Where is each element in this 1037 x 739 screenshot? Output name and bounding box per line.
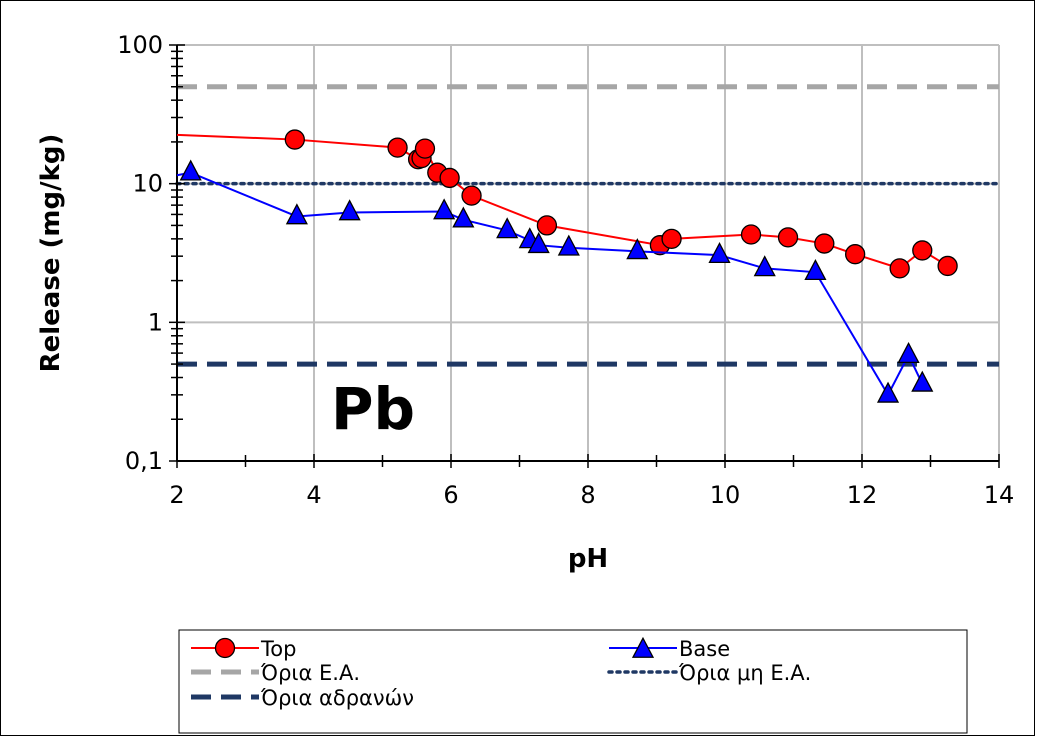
y-tick-label: 1 [148, 308, 163, 336]
data-point-top [937, 255, 958, 277]
x-axis-title: pH [568, 544, 608, 574]
data-point-base [626, 238, 649, 260]
data-point-base [527, 232, 550, 254]
x-tick-label: 8 [580, 481, 595, 509]
data-point-base [911, 370, 934, 392]
legend: Top Base Όρια Ε.Α. Όρια μη Ε.Α. Όρια αδρανών [178, 629, 968, 734]
y-axis-title: Release (mg/kg) [36, 134, 66, 373]
legend-label-base: Base [679, 637, 730, 661]
data-point-top [536, 215, 558, 236]
legend-label-ref-2: Όρια αδρανών [260, 686, 414, 710]
legend-marker-top [214, 637, 236, 659]
data-point-top [845, 244, 866, 265]
y-tick-label: 100 [117, 31, 163, 59]
data-point-top [284, 129, 305, 150]
data-point-base [285, 203, 308, 225]
x-tick-label: 10 [710, 481, 741, 509]
y-tick-label: 10 [132, 170, 163, 198]
x-tick-label: 12 [847, 481, 878, 509]
data-point-base [179, 159, 202, 181]
data-point-top [387, 137, 408, 158]
x-tick-label: 14 [984, 481, 1015, 509]
data-point-base [452, 206, 475, 228]
x-tick-label: 6 [443, 481, 458, 509]
legend-label-top: Top [260, 637, 296, 661]
data-point-base [804, 258, 827, 281]
annotation-label: Pb [331, 375, 415, 443]
data-point-base [557, 234, 580, 256]
data-point-top [414, 138, 436, 159]
legend-box [178, 629, 968, 734]
data-point-base [433, 198, 456, 220]
legend-label-ref-1: Όρια μη Ε.Α. [678, 661, 811, 685]
data-point-top [912, 240, 933, 261]
data-point-top [439, 167, 460, 189]
data-point-base [708, 242, 731, 264]
axes: 2 4 6 8 10 12 14 0,1 1 10 100 [117, 31, 1014, 509]
data-point-top [740, 224, 762, 245]
data-point-top [661, 228, 682, 249]
data-point-top [461, 185, 482, 206]
y-tick-label: 0,1 [125, 447, 163, 475]
series-layer [176, 129, 958, 403]
x-tick-label: 4 [306, 481, 321, 509]
legend-label-ref-0: Όρια Ε.Α. [260, 661, 360, 685]
data-point-base [876, 381, 900, 403]
x-tick-label: 2 [169, 481, 184, 509]
data-point-base [496, 217, 519, 239]
data-point-base [753, 255, 776, 277]
legend-marker-base [631, 636, 655, 658]
data-point-base [338, 199, 361, 221]
data-point-top [777, 227, 799, 248]
reference-lines [175, 84, 1001, 367]
data-point-top [814, 233, 835, 254]
data-point-top [889, 258, 910, 279]
data-point-base [897, 341, 920, 364]
